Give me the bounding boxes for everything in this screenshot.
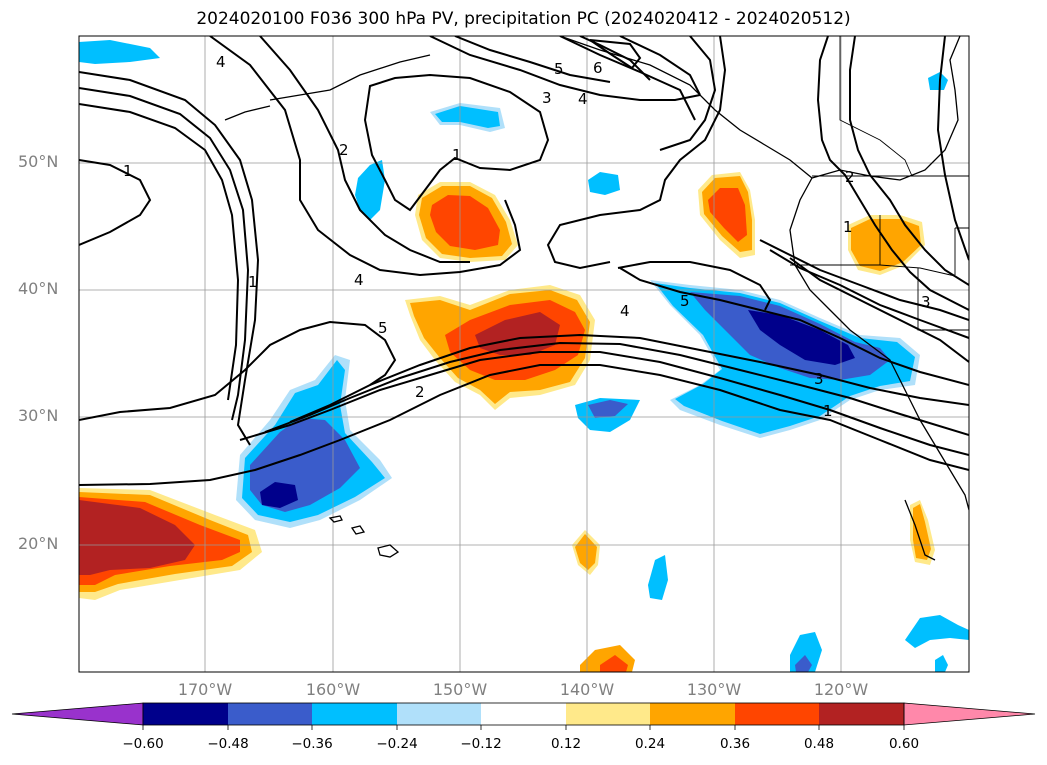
- colorbar-segment: [650, 703, 735, 725]
- colorbar-tick: −0.48: [207, 736, 249, 752]
- colorbar-segment: [397, 703, 481, 725]
- colorbar-segment: [312, 703, 397, 725]
- precip-positive-region: [708, 188, 747, 242]
- contour-label: 3: [542, 89, 552, 107]
- contour-label: 2: [339, 141, 349, 159]
- contour-label: 1: [123, 162, 133, 180]
- precip-positive-region: [913, 504, 931, 560]
- precip-fields: [79, 40, 969, 672]
- colorbar: [11, 702, 1036, 730]
- precip-negative-region: [748, 310, 855, 365]
- lon-label-130w: 130°W: [686, 680, 742, 699]
- coastlines: [224, 36, 969, 561]
- lon-label-120w: 120°W: [813, 680, 869, 699]
- colorbar-segment: [819, 703, 904, 725]
- precip-negative-region: [260, 482, 298, 508]
- colorbar-tick: −0.36: [291, 736, 333, 752]
- contour-label: 6: [593, 59, 603, 77]
- pv-contours: [79, 36, 969, 486]
- colorbar-segment: [481, 703, 566, 725]
- colorbar-segment: [228, 703, 312, 725]
- colorbar-tick: 0.36: [719, 736, 751, 752]
- contour-label: 5: [378, 319, 388, 337]
- contour-label: 4: [620, 302, 630, 320]
- lat-label-40n: 40°N: [18, 279, 59, 298]
- precip-negative-region: [355, 160, 385, 220]
- contour-label: 4: [578, 90, 588, 108]
- lon-label-140w: 140°W: [559, 680, 615, 699]
- contour-label: 1: [843, 218, 853, 236]
- precip-negative-region: [928, 72, 948, 90]
- colorbar-tick: −0.12: [460, 736, 502, 752]
- lon-label-170w: 170°W: [177, 680, 233, 699]
- precip-negative-region: [588, 400, 628, 418]
- contour-label: 4: [216, 53, 226, 71]
- contour-label: 5: [680, 292, 690, 310]
- precip-negative-region: [935, 655, 948, 672]
- lat-label-50n: 50°N: [18, 152, 59, 171]
- contour-label: 4: [354, 271, 364, 289]
- precip-negative-region: [795, 655, 812, 672]
- contour-label: 2: [415, 383, 425, 401]
- lon-label-160w: 160°W: [305, 680, 361, 699]
- contour-label: 3: [921, 293, 931, 311]
- colorbar-tick: −0.24: [376, 736, 418, 752]
- precip-positive-region: [475, 312, 560, 355]
- contour-label: 5: [554, 60, 564, 78]
- precip-negative-region: [588, 172, 620, 195]
- precip-positive-region: [430, 195, 500, 250]
- contour-label: 3: [814, 370, 824, 388]
- colorbar-over-arrow: [903, 702, 1036, 726]
- colorbar-under-arrow: [11, 702, 144, 726]
- lon-label-150w: 150°W: [432, 680, 488, 699]
- contour-labels: 4 5 6 3 4 2 1 1 1 4 5 4 5 2 3 1 3 2 1: [123, 53, 931, 420]
- precip-negative-region: [648, 555, 668, 600]
- precip-positive-region: [851, 219, 921, 271]
- colorbar-tick: 0.48: [803, 736, 835, 752]
- precip-negative-region: [905, 615, 969, 648]
- lat-label-20n: 20°N: [18, 534, 59, 553]
- precip-positive-region: [79, 500, 195, 575]
- map-title: 2024020100 F036 300 hPa PV, precipitatio…: [196, 9, 851, 29]
- contour-label: 1: [823, 402, 833, 420]
- colorbar-tick: −0.60: [122, 736, 164, 752]
- contour-label: 1: [248, 273, 258, 291]
- colorbar-segment: [566, 703, 650, 725]
- borders: [790, 36, 969, 331]
- precip-positive-region: [600, 655, 628, 672]
- precip-positive-region: [575, 534, 597, 570]
- colorbar-tick: 0.24: [634, 736, 666, 752]
- map-frame: [78, 35, 970, 673]
- precip-negative-region: [79, 40, 160, 64]
- contour-label: 1: [452, 146, 462, 164]
- colorbar-tick: 0.12: [550, 736, 582, 752]
- lat-label-30n: 30°N: [18, 406, 59, 425]
- contour-label: 2: [845, 168, 855, 186]
- colorbar-tick: 0.60: [888, 736, 920, 752]
- colorbar-segment: [143, 703, 228, 725]
- colorbar-segment: [735, 703, 819, 725]
- precip-negative-region: [435, 106, 500, 128]
